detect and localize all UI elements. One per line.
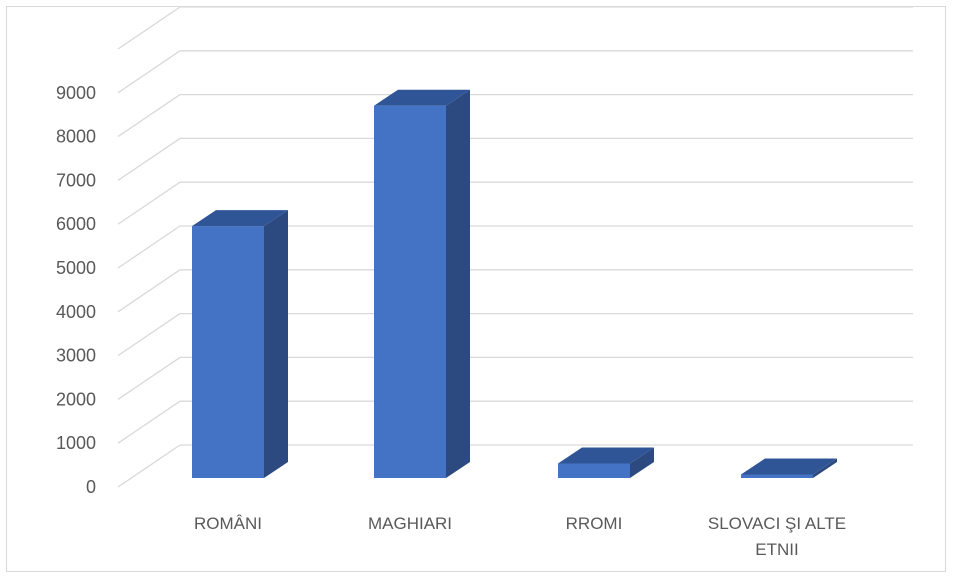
- gridline-depth: [117, 225, 181, 269]
- grid-layer: [117, 6, 913, 488]
- category-label: RROMI: [566, 514, 623, 533]
- gridline-depth: [117, 313, 181, 357]
- bar: [374, 89, 470, 478]
- bar-front: [741, 474, 813, 478]
- bar-top: [741, 458, 837, 475]
- bar-top: [558, 447, 654, 464]
- category-label-line: MAGHIARI: [368, 514, 452, 533]
- bar: [192, 210, 288, 478]
- gridline-depth: [117, 269, 181, 313]
- category-label: SLOVACI ŞI ALTE ETNII: [708, 514, 846, 559]
- bar-top: [192, 210, 288, 227]
- category-label: MAGHIARI: [368, 514, 452, 533]
- category-label-line: SLOVACI ŞI ALTE: [708, 514, 846, 533]
- bars: [192, 89, 837, 478]
- gridline-depth: [117, 6, 181, 50]
- y-tick-label: 8000: [56, 127, 96, 147]
- gridline-depth: [117, 50, 181, 94]
- gridline-depth: [117, 137, 181, 181]
- bar-front: [374, 105, 446, 478]
- gridline-depth: [117, 94, 181, 138]
- y-tick-label: 0: [86, 477, 96, 497]
- gridline-depth: [117, 400, 181, 444]
- y-tick-label: 4000: [56, 302, 96, 322]
- gridline-depth: [117, 181, 181, 225]
- x-axis-categories: ROMÂNI MAGHIARI RROMI SLOVACI ŞI ALTE ETNII: [194, 514, 846, 559]
- category-label: ROMÂNI: [194, 514, 262, 533]
- y-tick-label: 6000: [56, 214, 96, 234]
- bar-side: [446, 89, 470, 478]
- bar-top: [374, 89, 470, 106]
- gridline-depth: [117, 444, 181, 488]
- category-label-line: ROMÂNI: [194, 514, 262, 533]
- gridline-depth: [117, 356, 181, 400]
- y-tick-label: 7000: [56, 170, 96, 190]
- bar-front: [192, 226, 264, 478]
- y-tick-label: 3000: [56, 346, 96, 366]
- y-tick-label: 2000: [56, 389, 96, 409]
- bar-side: [813, 458, 837, 478]
- y-tick-label: 1000: [56, 433, 96, 453]
- bar-front: [558, 463, 630, 478]
- y-tick-label: 9000: [56, 83, 96, 103]
- category-label-line: ETNII: [755, 540, 798, 559]
- bar-side: [630, 447, 654, 478]
- category-label-line: RROMI: [566, 514, 623, 533]
- bar: [558, 447, 654, 478]
- bar: [741, 458, 837, 478]
- bar-side: [264, 210, 288, 478]
- y-tick-label: 5000: [56, 258, 96, 278]
- y-axis-ticks: 0 1000 2000 3000 4000 5000 6000 7000 8000 9000: [56, 83, 96, 497]
